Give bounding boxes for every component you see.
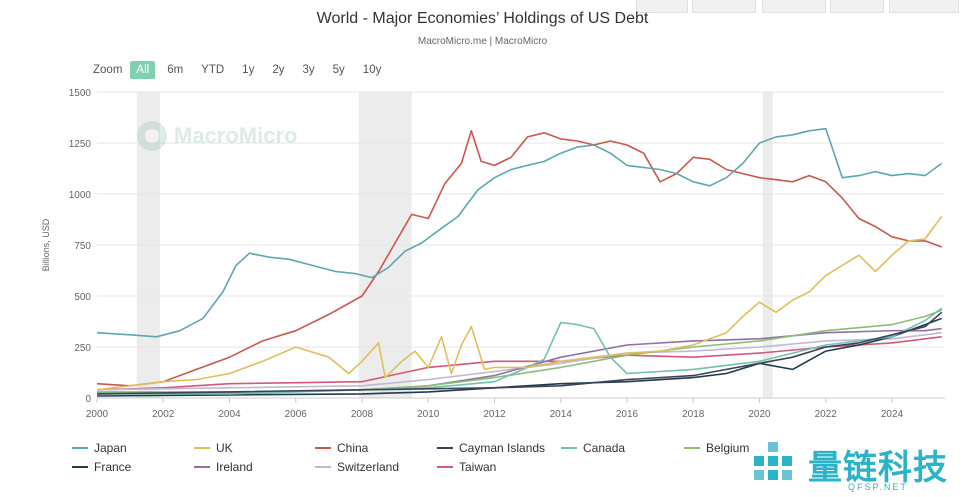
legend-item-uk[interactable]: UK [194,441,233,455]
x-tick-label: 2002 [152,409,175,420]
series-line-taiwan [96,336,942,391]
zoom-button-1y[interactable]: 1y [242,64,255,76]
legend-item-ireland[interactable]: Ireland [194,460,253,474]
zoom-button-10y[interactable]: 10y [362,64,382,76]
x-tick-label: 2014 [550,409,573,420]
watermark-text: MacroMicro [174,123,298,148]
legend-swatch [72,466,88,468]
y-tick-label: 1000 [69,190,92,201]
watermark: MacroMicro [136,120,297,152]
toolbar-button[interactable] [762,0,826,13]
x-tick-label: 2024 [881,409,904,420]
zoom-button-5y[interactable]: 5y [332,64,345,76]
zoom-bar: Zoom All 6m YTD 1y 2y 3y 5y 10y [93,60,393,80]
legend-swatch [684,447,700,449]
x-tick-label: 2012 [483,409,506,420]
toolbar-button[interactable] [830,0,884,13]
legend-label: Belgium [706,441,750,455]
legend-item-france[interactable]: France [72,460,131,474]
series-line-cayman-islands [96,311,943,395]
legend-label: Taiwan [459,460,497,474]
series-line-canada [97,307,943,395]
legend-label: Switzerland [337,460,400,474]
x-tick-label: 2008 [351,409,374,420]
legend-swatch [315,447,331,449]
series-line-france [96,317,942,397]
x-tick-label: 2000 [86,409,109,420]
legend-swatch [437,447,453,449]
zoom-button-2y[interactable]: 2y [272,64,285,76]
legend-item-cayman-islands[interactable]: Cayman Islands [437,441,545,455]
legend-label: Cayman Islands [459,441,546,455]
series-line-uk [96,215,943,391]
y-tick-label: 250 [74,343,91,354]
legend-item-switzerland[interactable]: Switzerland [315,460,399,474]
series-line-china [96,130,942,387]
brand-logo: 量链科技 QFSP.NET [748,438,958,494]
legend-label: France [94,460,132,474]
legend-label: Ireland [216,460,253,474]
x-tick-label: 2020 [748,409,771,420]
y-tick-label: 500 [74,292,91,303]
legend-label: Canada [583,441,626,455]
toolbar-button[interactable] [636,0,688,13]
brand-text: 量链科技 [808,448,948,488]
y-tick-label: 0 [85,394,91,405]
brand-logo-icon [754,442,792,480]
chart-subtitle: MacroMicro.me | MacroMicro [417,36,548,47]
legend-swatch [194,447,210,449]
toolbar-button[interactable] [889,0,959,13]
brand-subtext: QFSP.NET [848,482,908,492]
series-line-japan [96,127,943,338]
x-tick-label: 2006 [285,409,308,420]
legend-item-canada[interactable]: Canada [561,441,625,455]
legend-swatch [561,447,577,449]
x-tick-label: 2004 [218,409,241,420]
legend-item-taiwan[interactable]: Taiwan [437,460,496,474]
y-tick-label: 1250 [69,139,92,150]
x-tick-label: 2018 [682,409,705,420]
watermark-logo-icon [137,121,167,151]
legend-swatch [194,466,210,468]
y-axis-title: Billions, USD [41,218,51,271]
zoom-button-3y[interactable]: 3y [302,64,315,76]
legend-swatch [72,447,88,449]
legend-item-japan[interactable]: Japan [72,441,127,455]
y-tick-label: 750 [74,241,91,252]
legend-label: UK [216,441,233,455]
x-tick-label: 2016 [616,409,639,420]
toolbar-button[interactable] [692,0,756,13]
legend-item-china[interactable]: China [315,441,368,455]
y-tick-label: 1500 [69,88,92,99]
zoom-label: Zoom [93,64,123,76]
legend-swatch [437,466,453,468]
chart-title: World - Major Economies’ Holdings of US … [316,10,649,27]
x-tick-label: 2010 [417,409,440,420]
legend-label: Japan [94,441,127,455]
x-tick-label: 2022 [815,409,838,420]
zoom-button-ytd[interactable]: YTD [201,64,225,76]
zoom-button-6m[interactable]: 6m [167,64,184,76]
legend-swatch [315,466,331,468]
legend-label: China [337,441,369,455]
zoom-button-all[interactable]: All [130,61,156,79]
legend-item-belgium[interactable]: Belgium [684,441,749,455]
